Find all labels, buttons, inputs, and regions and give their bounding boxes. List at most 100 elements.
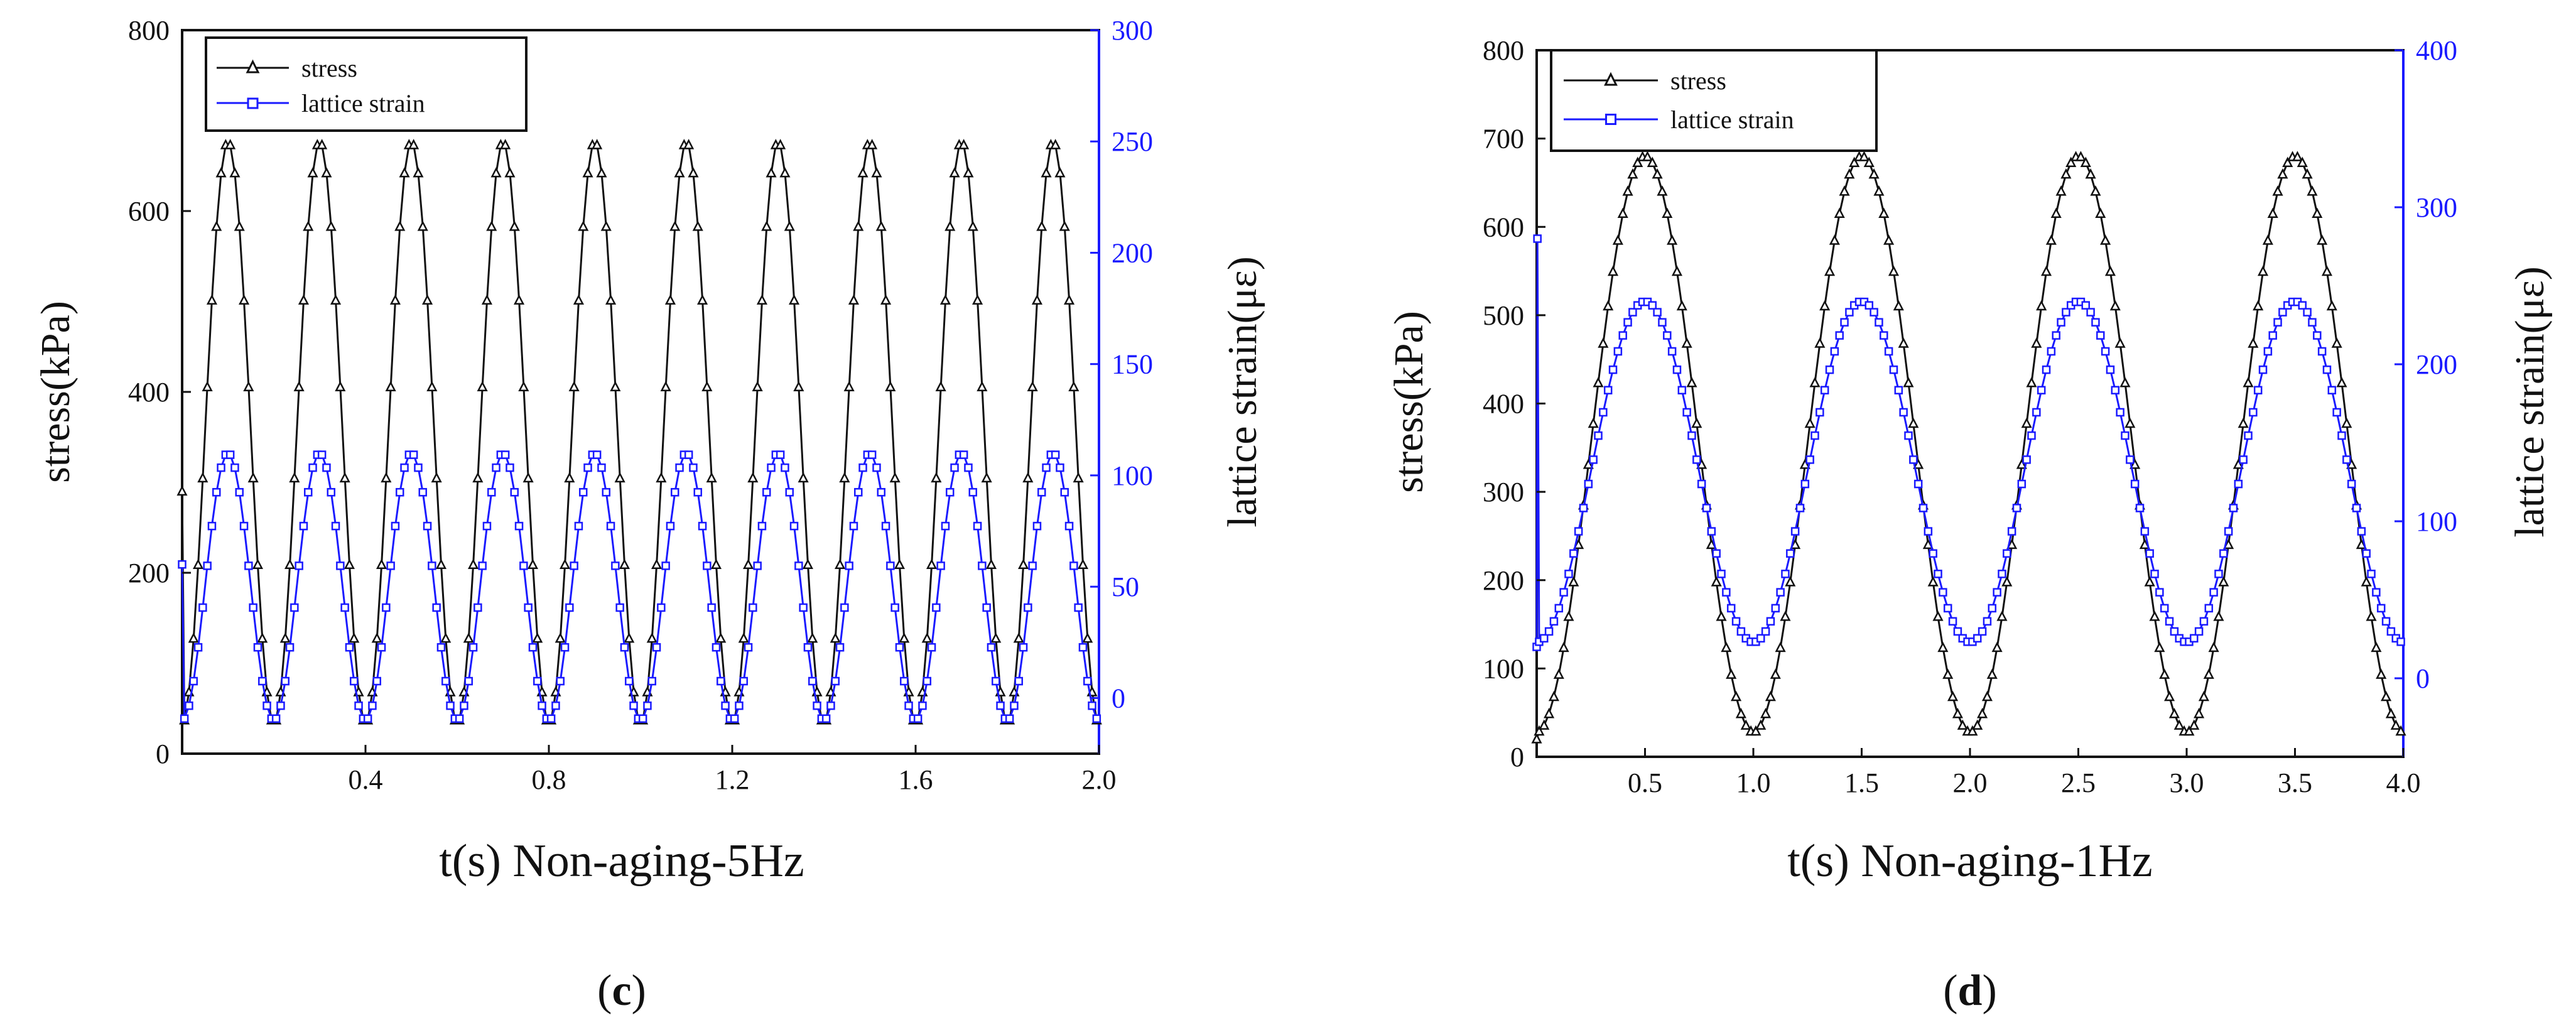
stress-point	[1878, 207, 1890, 218]
legend-strain-label-d: lattice strain	[1670, 106, 1794, 134]
y-tick-label: 400	[128, 377, 170, 408]
stress-point	[619, 558, 630, 570]
lattice-strain-point	[290, 603, 299, 612]
stress-point	[504, 166, 516, 178]
lattice-strain-point	[2091, 318, 2100, 327]
stress-point	[385, 381, 396, 392]
x-tick-label: 1.5	[1844, 767, 1879, 798]
lattice-strain-point	[840, 603, 849, 612]
stress-point	[761, 220, 772, 231]
panel-label-c: (c)	[597, 967, 646, 1015]
stress-point	[1022, 472, 1034, 483]
lattice-strain-point	[180, 714, 189, 723]
stress-point	[669, 220, 681, 231]
lattice-strain-point	[253, 642, 262, 652]
stress-point	[990, 632, 1002, 643]
stress-point	[330, 294, 342, 305]
plot-frame-d	[1535, 49, 2405, 758]
lattice-strain-point	[1697, 479, 1706, 489]
x-tick-label: 1.6	[899, 764, 933, 795]
lattice-strain-point	[281, 676, 290, 686]
legend-d: stress lattice strain	[1550, 49, 1878, 152]
lattice-strain-point	[285, 642, 295, 652]
stress-point	[344, 558, 355, 570]
lattice-strain-point	[2372, 588, 2381, 597]
stress-point	[1612, 234, 1623, 245]
lattice-strain-point	[446, 701, 455, 710]
lattice-strain-point	[2381, 617, 2391, 626]
stress-point	[2238, 417, 2249, 428]
lattice-strain-point	[1051, 450, 1060, 459]
stress-point	[875, 220, 887, 231]
lattice-strain-point	[858, 463, 867, 472]
stress-point	[1013, 632, 1024, 643]
lattice-strain-point	[2303, 308, 2312, 317]
lattice-strain-point	[2258, 365, 2268, 374]
lattice-strain-point	[428, 561, 436, 570]
lattice-strain-point	[1988, 604, 1997, 613]
stress-point	[1967, 725, 1978, 736]
lattice-strain-point	[2337, 431, 2346, 440]
stress-point	[660, 381, 671, 392]
lattice-strain-point	[849, 521, 858, 531]
stress-point	[788, 294, 800, 305]
stress-point	[1824, 265, 1836, 276]
lattice-strain-point	[785, 488, 794, 497]
lattice-strain-point	[551, 701, 560, 710]
stress-point	[1740, 719, 1751, 730]
lattice-strain-point	[781, 463, 789, 472]
stress-point	[2395, 725, 2406, 736]
lattice-strain-point	[657, 603, 666, 612]
stress-point	[752, 381, 763, 392]
lattice-strain-point	[271, 714, 281, 723]
lattice-strain-point	[2376, 604, 2386, 613]
lattice-strain-point	[533, 676, 542, 686]
stress-point	[2267, 207, 2278, 218]
lattice-strain-point	[510, 488, 519, 497]
lattice-strain-point	[2253, 386, 2263, 395]
lattice-strain-point	[418, 488, 427, 497]
lattice-strain-point	[707, 603, 716, 612]
stress-point	[715, 632, 727, 643]
lattice-strain-point	[1864, 301, 1874, 310]
stress-point	[967, 220, 978, 231]
y2-ticks-d: 0 100 200 300 400	[2395, 35, 2457, 694]
stress-point	[1716, 610, 1727, 621]
lattice-strain-point	[207, 521, 217, 531]
lattice-strain-point	[1554, 604, 1564, 613]
stress-point	[463, 632, 474, 643]
lattice-strain-point	[345, 642, 354, 652]
stress-point	[1765, 690, 1776, 702]
stress-point	[2104, 265, 2116, 276]
lattice-strain-point	[611, 561, 620, 570]
stress-point	[211, 220, 222, 231]
stress-point	[834, 558, 846, 570]
stress-point	[317, 139, 328, 149]
lattice-strain-point	[478, 561, 487, 570]
lattice-strain-point	[1909, 455, 1918, 464]
lattice-strain-point	[2042, 365, 2051, 374]
lattice-strain-point	[235, 488, 244, 497]
stress-point	[935, 381, 946, 392]
stress-point	[1799, 458, 1810, 469]
lattice-strain-point	[671, 488, 679, 497]
lattice-strain-point	[1599, 408, 1608, 417]
stress-point	[532, 632, 543, 643]
stress-point	[1558, 641, 1569, 653]
lattice-strain-point	[2224, 527, 2233, 536]
stress-point	[2045, 234, 2057, 245]
stress-point	[839, 472, 850, 483]
stress-point	[1686, 377, 1697, 388]
lattice-strain-point	[2116, 408, 2124, 417]
stress-series-c	[176, 139, 1102, 725]
stress-point	[303, 220, 314, 231]
lattice-strain-point	[2027, 431, 2036, 440]
lattice-strain-point	[556, 676, 565, 686]
lattice-strain-point	[1544, 627, 1554, 636]
stress-point	[688, 166, 699, 178]
lattice-strain-point	[2062, 308, 2070, 317]
stress-point	[1996, 610, 2008, 621]
lattice-strain-point	[579, 488, 588, 497]
stress-point	[1849, 156, 1860, 167]
lattice-strain-point	[1618, 331, 1627, 340]
